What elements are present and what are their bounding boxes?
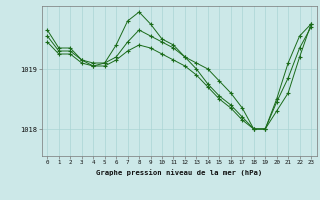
X-axis label: Graphe pression niveau de la mer (hPa): Graphe pression niveau de la mer (hPa) <box>96 169 262 176</box>
